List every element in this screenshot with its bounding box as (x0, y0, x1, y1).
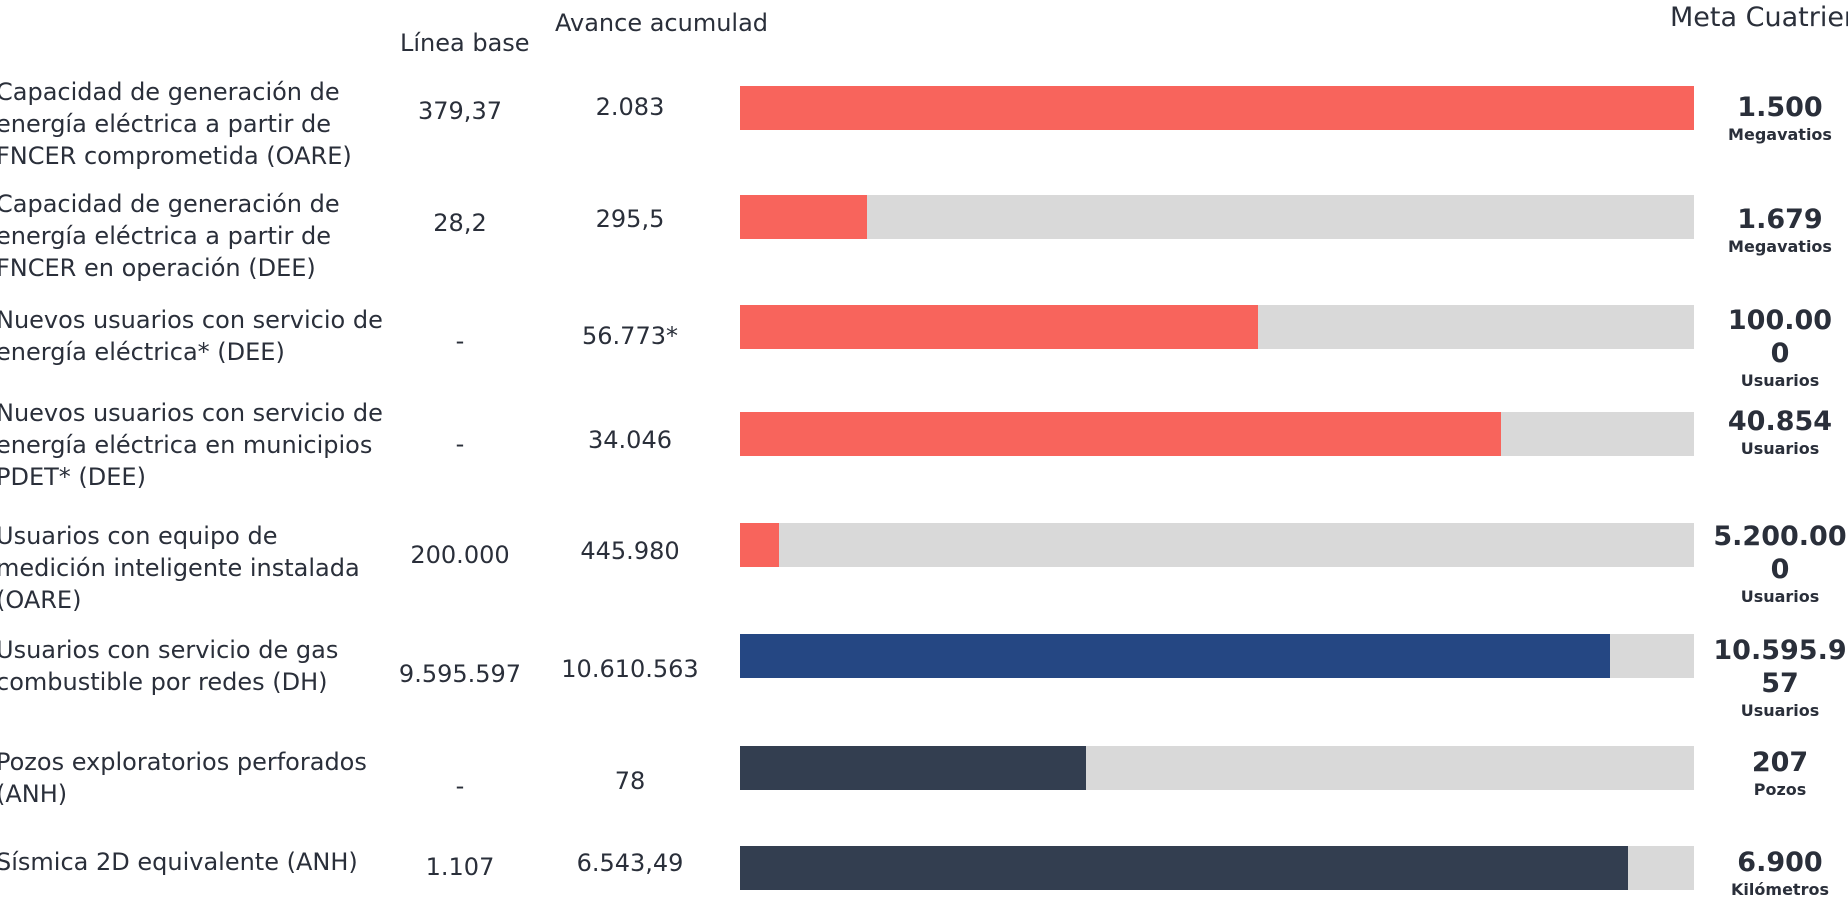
linea-base-value: 9.595.597 (398, 660, 522, 688)
meta-unit: Usuarios (1740, 371, 1820, 390)
meta-unit: Pozos (1753, 780, 1807, 799)
progress-track (740, 195, 1694, 239)
meta-value: 207 (1751, 747, 1809, 778)
progress-track (740, 86, 1694, 130)
progress-bar (740, 412, 1502, 456)
linea-base-value: 28,2 (433, 209, 487, 237)
meta-cell: 207 Pozos (1692, 746, 1848, 800)
indicator-label: Usuarios con servicio de gas combustible… (0, 636, 339, 696)
progress-bar (740, 846, 1629, 890)
meta-unit: Usuarios (1740, 701, 1820, 720)
meta-unit: Usuarios (1740, 439, 1820, 458)
meta-value: 100.00 0 (1727, 305, 1833, 369)
header-avance-acumulado: Avance acumulad (555, 9, 769, 37)
progress-track (740, 523, 1694, 567)
progress-bar (740, 746, 1087, 790)
progress-track (740, 746, 1694, 790)
meta-cell: 10.595.9 57 Usuarios (1692, 634, 1848, 721)
meta-cell: 6.900 Kilómetros (1692, 846, 1848, 900)
avance-value: 56.773* (582, 322, 678, 350)
progress-track (740, 412, 1694, 456)
header-meta-cuatrienio: Meta Cuatrienio (1670, 2, 1848, 33)
avance-value: 2.083 (595, 93, 665, 121)
meta-unit: Megavatios (1728, 237, 1832, 256)
meta-value: 5.200.00 0 (1713, 521, 1847, 585)
linea-base-value: - (455, 772, 465, 800)
progress-track (740, 634, 1694, 678)
meta-cell: 5.200.00 0 Usuarios (1692, 520, 1848, 607)
progress-track (740, 846, 1694, 890)
indicator-label: Capacidad de generación de energía eléct… (0, 78, 352, 170)
linea-base-value: - (455, 430, 465, 458)
avance-value: 10.610.563 (561, 655, 699, 683)
linea-base-value: 1.107 (425, 853, 495, 881)
linea-base-value: - (455, 327, 465, 355)
linea-base-value: 200.000 (410, 541, 510, 569)
progress-bar (740, 305, 1259, 349)
indicator-label: Pozos exploratorios perforados (ANH) (0, 748, 367, 808)
meta-unit: Kilómetros (1731, 880, 1829, 899)
avance-value: 34.046 (588, 426, 672, 454)
progress-bar (740, 195, 867, 239)
meta-value: 40.854 (1727, 406, 1833, 437)
meta-unit: Megavatios (1728, 125, 1832, 144)
progress-track (740, 305, 1694, 349)
indicator-label: Usuarios con equipo de medición intelige… (0, 522, 360, 614)
meta-value: 6.900 (1737, 847, 1823, 878)
progress-bar (740, 634, 1611, 678)
avance-value: 295,5 (595, 205, 665, 233)
avance-value: 78 (614, 767, 646, 795)
indicator-label: Sísmica 2D equivalente (ANH) (0, 848, 358, 876)
meta-cell: 1.679 Megavatios (1692, 203, 1848, 257)
header-linea-base: Línea base (400, 29, 530, 57)
meta-value: 10.595.9 57 (1713, 635, 1847, 699)
meta-cell: 1.500 Megavatios (1692, 91, 1848, 145)
indicator-label: Nuevos usuarios con servicio de energía … (0, 306, 383, 366)
progress-bar (740, 523, 780, 567)
meta-value: 1.500 (1737, 92, 1823, 123)
indicator-label: Nuevos usuarios con servicio de energía … (0, 399, 383, 491)
avance-value: 445.980 (580, 537, 680, 565)
meta-value: 1.679 (1737, 204, 1823, 235)
avance-value: 6.543,49 (576, 849, 684, 877)
linea-base-value: 379,37 (418, 97, 502, 125)
meta-unit: Usuarios (1740, 587, 1820, 606)
meta-cell: 40.854 Usuarios (1692, 405, 1848, 459)
meta-cell: 100.00 0 Usuarios (1692, 304, 1848, 391)
indicator-label: Capacidad de generación de energía eléct… (0, 190, 340, 282)
progress-bar (740, 86, 1694, 130)
